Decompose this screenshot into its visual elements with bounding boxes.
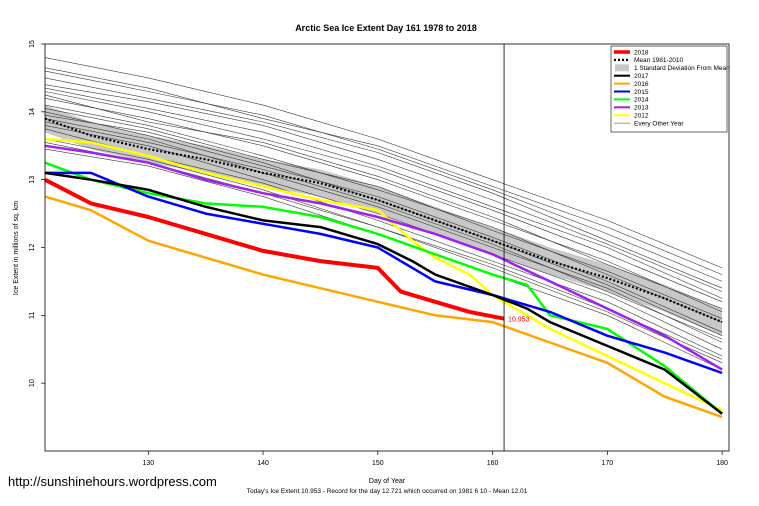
x-axis: 130 140 150 160 170 180 <box>142 451 728 467</box>
other-years-layer <box>44 57 723 370</box>
other-year-line <box>44 67 723 275</box>
legend-label: 2015 <box>634 89 649 96</box>
legend-item-2015: 2015 <box>614 89 649 96</box>
other-year-line <box>44 111 723 333</box>
other-year-line <box>44 114 723 336</box>
other-year-line <box>44 70 723 282</box>
other-year-line <box>44 77 723 289</box>
other-year-line <box>44 121 723 340</box>
legend-label: 1 Standard Deviation From Mean <box>634 65 730 72</box>
series-line-2017 <box>44 171 723 415</box>
legend-swatch <box>615 64 629 72</box>
other-year-line <box>44 87 723 299</box>
legend-label: 2018 <box>634 49 649 56</box>
y-axis: 10 11 12 13 14 15 <box>29 40 45 387</box>
series-line-2018 <box>44 177 505 321</box>
legend-item-1-standard-deviation-from-mean: 1 Standard Deviation From Mean <box>615 64 730 72</box>
legend-item-every-other-year: Every Other Year <box>614 120 684 127</box>
y-tick-label: 14 <box>29 108 36 116</box>
y-tick-label: 10 <box>29 379 36 387</box>
other-year-line <box>44 91 723 303</box>
current-value-label: 10.953 <box>508 317 530 324</box>
series-line-2016 <box>44 195 723 419</box>
series-layer <box>44 117 723 419</box>
other-year-line <box>44 118 723 343</box>
legend-label: Mean 1981-2010 <box>634 57 684 64</box>
legend-label: 2017 <box>634 73 649 80</box>
legend-label: 2012 <box>634 113 649 120</box>
legend-item-mean-1981-2010: Mean 1981-2010 <box>614 57 684 64</box>
x-tick-label: 130 <box>142 460 154 467</box>
footer-stats-text: Today's Ice Extent 10.953 - Record for t… <box>247 488 528 495</box>
other-year-line <box>44 98 723 313</box>
legend-item-2012: 2012 <box>614 113 649 120</box>
x-tick-label: 170 <box>602 460 614 467</box>
other-year-line <box>44 84 723 292</box>
x-tick-label: 180 <box>716 460 728 467</box>
other-year-line <box>44 125 723 350</box>
legend-item-2018: 2018 <box>614 49 649 56</box>
other-year-line <box>44 94 723 309</box>
y-tick-label: 12 <box>29 244 36 252</box>
legend-label: 2016 <box>634 81 649 88</box>
x-axis-label: Day of Year <box>369 478 406 485</box>
x-tick-label: 160 <box>487 460 499 467</box>
legend-item-2017: 2017 <box>614 73 649 80</box>
sd-band-layer <box>45 105 723 336</box>
other-year-line <box>44 108 723 319</box>
legend-box <box>610 45 728 133</box>
series-line-2014 <box>44 161 723 415</box>
y-tick-label: 13 <box>29 176 36 184</box>
series-line-mean-1981-2010 <box>44 117 723 324</box>
series-line-2013 <box>44 144 723 371</box>
sd-band <box>45 105 723 336</box>
legend-label: Every Other Year <box>634 120 684 127</box>
other-year-line <box>44 104 723 323</box>
series-line-2015 <box>45 171 723 375</box>
other-year-line <box>44 57 723 269</box>
legend-item-2013: 2013 <box>614 105 649 112</box>
x-tick-label: 150 <box>372 460 384 467</box>
legend-label: 2014 <box>634 97 649 104</box>
legend-label: 2013 <box>634 105 649 112</box>
chart-title: Arctic Sea Ice Extent Day 161 1978 to 20… <box>295 23 477 33</box>
x-tick-label: 140 <box>257 460 269 467</box>
watermark-text: http://sunshinehours.wordpress.com <box>8 474 217 489</box>
y-axis-label: Ice Extent in millions of sq. km <box>13 201 20 295</box>
legend-item-2016: 2016 <box>614 81 649 88</box>
y-tick-label: 11 <box>29 312 36 319</box>
y-tick-label: 15 <box>29 40 36 48</box>
legend-item-2014: 2014 <box>614 97 649 104</box>
